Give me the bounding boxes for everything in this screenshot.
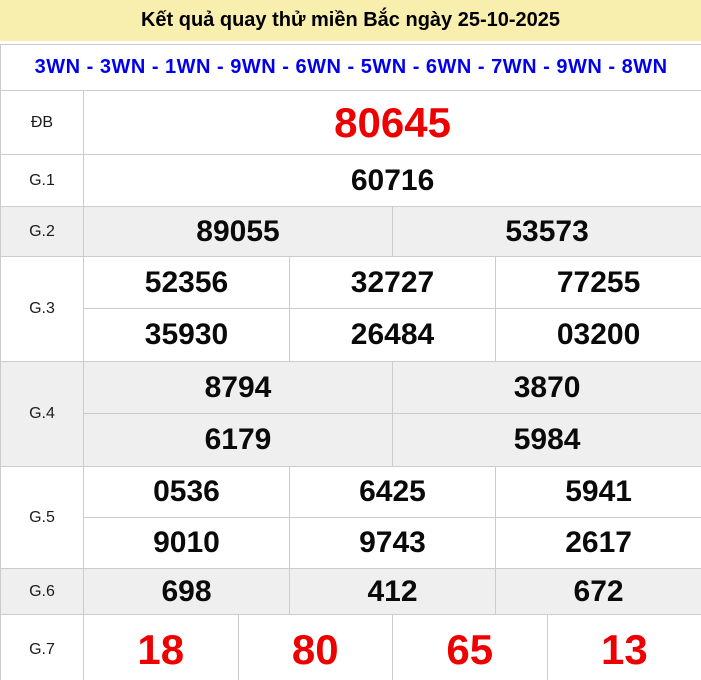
- prize-row-g3-a: G.3 52356 32727 77255: [0, 256, 701, 362]
- prize-label-g1: G.1: [0, 154, 84, 207]
- prize-label-g2: G.2: [0, 206, 84, 257]
- prize-number: 2617: [494, 517, 701, 569]
- prize-label-g7: G.7: [0, 614, 84, 680]
- prize-row-g4-a: G.4 8794 3870: [0, 361, 701, 467]
- prize-number: 18: [83, 614, 239, 680]
- prize-number: 6179: [83, 413, 393, 467]
- prize-number: 03200: [494, 308, 701, 362]
- prize-row-g1: G.1 60716: [0, 154, 701, 207]
- prize-number: 65: [392, 614, 548, 680]
- prize-number: 9743: [289, 517, 496, 569]
- prize-number: 80: [237, 614, 393, 680]
- results-table: 3WN - 3WN - 1WN - 9WN - 6WN - 5WN - 6WN …: [0, 44, 701, 680]
- prize-label-db: ĐB: [0, 90, 84, 155]
- prize-number: 0536: [83, 466, 290, 518]
- prize-number: 412: [289, 568, 496, 615]
- prize-number: 60716: [82, 154, 701, 207]
- prize-number: 35930: [83, 308, 290, 362]
- prize-row-g3-b: 35930 26484 03200: [1, 308, 701, 362]
- prize-row-g7: G.7 18 80 65 13: [0, 614, 701, 680]
- divider: [0, 41, 701, 44]
- prize-number: 53573: [391, 206, 701, 257]
- prize-number: 77255: [494, 256, 701, 309]
- prize-number: 6425: [289, 466, 496, 518]
- prize-number-db: 80645: [82, 90, 701, 155]
- wn-sequence-text: 3WN - 3WN - 1WN - 9WN - 6WN - 5WN - 6WN …: [0, 44, 701, 91]
- page-title: Kết quả quay thử miền Bắc ngày 25-10-202…: [0, 0, 701, 41]
- prize-number: 672: [494, 568, 701, 615]
- prize-number: 52356: [83, 256, 290, 309]
- prize-number: 698: [83, 568, 290, 615]
- prize-number: 5941: [494, 466, 701, 518]
- prize-row-g2: G.2 89055 53573: [0, 206, 701, 257]
- prize-number: 32727: [289, 256, 496, 309]
- prize-row-db: ĐB 80645: [0, 90, 701, 155]
- prize-number: 8794: [83, 361, 393, 414]
- prize-number: 5984: [391, 413, 701, 467]
- prize-label-g4: G.4: [0, 361, 84, 467]
- prize-number: 89055: [83, 206, 393, 257]
- wn-sequence-row: 3WN - 3WN - 1WN - 9WN - 6WN - 5WN - 6WN …: [0, 44, 701, 91]
- prize-row-g5-b: 9010 9743 2617: [1, 517, 701, 569]
- prize-label-g3: G.3: [0, 256, 84, 362]
- prize-number: 3870: [391, 361, 701, 414]
- prize-row-g5-a: G.5 0536 6425 5941: [0, 466, 701, 569]
- prize-row-g6: G.6 698 412 672: [0, 568, 701, 615]
- prize-number: 9010: [83, 517, 290, 569]
- prize-label-g6: G.6: [0, 568, 84, 615]
- prize-label-g5: G.5: [0, 466, 84, 569]
- prize-number: 13: [546, 614, 701, 680]
- prize-row-g4-b: 6179 5984: [1, 413, 701, 467]
- prize-number: 26484: [289, 308, 496, 362]
